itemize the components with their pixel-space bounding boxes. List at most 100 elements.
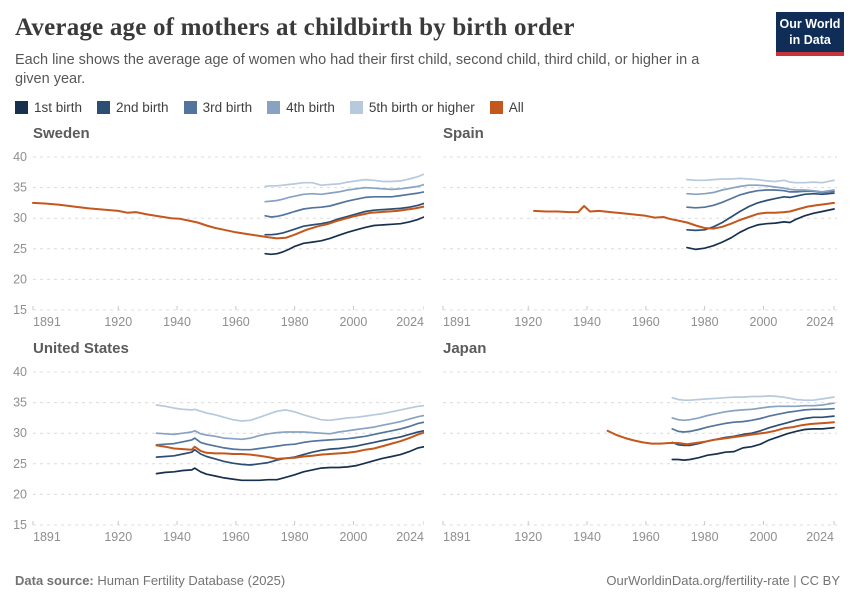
legend-label: 3rd birth bbox=[202, 100, 253, 116]
owid-logo: Our World in Data bbox=[776, 12, 844, 57]
line-2nd-birth bbox=[671, 415, 835, 447]
y-tick-label: 25 bbox=[13, 242, 27, 256]
panel-title-japan: Japan bbox=[443, 340, 487, 358]
x-tick-label: 1920 bbox=[104, 530, 132, 544]
legend-swatch bbox=[349, 101, 363, 115]
x-tick-label: 1960 bbox=[222, 315, 250, 329]
panel-sweden: Sweden 40 35 30 25 20 15 1891 1920 1940 1960 1980 2… bbox=[0, 125, 424, 332]
line-5th-birth-or-higher bbox=[671, 395, 835, 402]
line-all bbox=[32, 202, 424, 240]
x-tick-label: 1940 bbox=[163, 315, 191, 329]
data-source: Data source: Human Fertility Database (2… bbox=[15, 573, 285, 588]
legend-swatch bbox=[489, 101, 503, 115]
line-3rd-birth bbox=[155, 421, 424, 451]
x-tick-label: 1980 bbox=[281, 315, 309, 329]
legend-label: 2nd birth bbox=[116, 100, 169, 116]
line-all bbox=[155, 431, 424, 461]
x-tick-label: 2000 bbox=[750, 315, 778, 329]
legend-label: 4th birth bbox=[286, 100, 335, 116]
line-3rd-birth bbox=[686, 189, 835, 209]
line-all bbox=[606, 421, 835, 446]
line-4th-birth bbox=[155, 414, 424, 441]
owid-logo-line1: Our World bbox=[779, 17, 841, 31]
line-2nd-birth bbox=[264, 202, 424, 236]
x-tick-label: 2024 bbox=[806, 530, 834, 544]
line-3rd-birth bbox=[671, 408, 835, 434]
line-5th-birth-or-higher bbox=[155, 404, 424, 423]
panel-title-spain: Spain bbox=[443, 125, 484, 143]
legend-label: All bbox=[508, 100, 524, 116]
legend-label: 1st birth bbox=[34, 100, 83, 116]
chart-panel-japan: 1891 1920 1940 1960 1980 2000 2024 bbox=[442, 371, 837, 544]
x-tick-label: 1940 bbox=[573, 530, 601, 544]
x-tick-label: 2000 bbox=[750, 530, 778, 544]
legend-swatch bbox=[267, 101, 281, 115]
y-tick-label: 25 bbox=[13, 457, 27, 471]
panel-united-states: United States 40 35 30 25 20 15 1891 1920 1940 19… bbox=[0, 340, 424, 547]
x-tick-label: 2024 bbox=[396, 530, 424, 544]
legend-item: 2nd birth bbox=[97, 100, 169, 115]
x-tick-label: 2024 bbox=[806, 315, 834, 329]
line-1st-birth bbox=[671, 427, 835, 462]
x-tick-label: 1920 bbox=[514, 530, 542, 544]
legend-item: 1st birth bbox=[15, 100, 82, 115]
panel-japan: Japan 1891 1920 1940 1960 1980 2000 2024 bbox=[424, 340, 850, 547]
x-tick-label: 1891 bbox=[443, 315, 471, 329]
x-tick-label: 1920 bbox=[104, 315, 132, 329]
x-tick-label: 1891 bbox=[33, 530, 61, 544]
x-tick-label: 1980 bbox=[281, 530, 309, 544]
legend-item: 4th birth bbox=[267, 100, 335, 115]
data-source-text: Human Fertility Database (2025) bbox=[93, 573, 286, 588]
chart-panel-sweden: 40 35 30 25 20 15 1891 1920 1940 1960 1980 2000 2024 bbox=[13, 150, 424, 329]
line-5th-birth-or-higher bbox=[686, 177, 835, 184]
y-tick-label: 30 bbox=[13, 426, 27, 440]
footer: Data source: Human Fertility Database (2… bbox=[15, 573, 840, 588]
chart-panel-spain: 1891 1920 1940 1960 1980 2000 2024 bbox=[442, 156, 837, 329]
footer-link[interactable]: OurWorldinData.org/fertility-rate | CC B… bbox=[606, 573, 840, 588]
line-5th-birth-or-higher bbox=[264, 173, 424, 188]
y-tick-label: 20 bbox=[13, 488, 27, 502]
panel-title-sweden: Sweden bbox=[33, 125, 90, 143]
legend-label: 5th birth or higher bbox=[368, 100, 475, 116]
line-4th-birth bbox=[671, 402, 835, 422]
y-tick-label: 35 bbox=[13, 396, 27, 410]
chart-subtitle: Each line shows the average age of women… bbox=[15, 52, 700, 88]
charts-grid: Sweden 40 35 30 25 20 15 1891 1920 1940 1960 1980 2… bbox=[0, 125, 850, 547]
page-title: Average age of mothers at childbirth by … bbox=[15, 14, 575, 41]
chart-panel-united-states: 40 35 30 25 20 15 1891 1920 1940 1960 1980 2000 2024 bbox=[13, 365, 424, 544]
x-tick-label: 1960 bbox=[222, 530, 250, 544]
line-1st-birth bbox=[155, 446, 424, 482]
legend-swatch bbox=[183, 101, 197, 115]
x-tick-label: 1980 bbox=[691, 315, 719, 329]
panel-spain: Spain 1891 1920 1940 1960 1980 2000 2024 bbox=[424, 125, 850, 332]
x-tick-label: 1940 bbox=[163, 530, 191, 544]
legend-swatch bbox=[97, 101, 111, 115]
legend-item: All bbox=[489, 100, 524, 116]
line-1st-birth bbox=[686, 208, 835, 251]
line-4th-birth bbox=[264, 183, 424, 203]
legend: 1st birth 2nd birth 3rd birth 4th birth … bbox=[15, 100, 850, 115]
y-tick-label: 20 bbox=[13, 273, 27, 287]
x-tick-label: 2000 bbox=[340, 530, 368, 544]
x-tick-label: 1891 bbox=[443, 530, 471, 544]
panel-title-united-states: United States bbox=[33, 340, 129, 358]
line-2nd-birth bbox=[686, 192, 835, 232]
y-tick-label: 15 bbox=[13, 518, 27, 532]
x-tick-label: 1960 bbox=[632, 315, 660, 329]
line-all bbox=[533, 202, 835, 230]
x-tick-label: 1920 bbox=[514, 315, 542, 329]
x-tick-label: 1940 bbox=[573, 315, 601, 329]
owid-logo-line2: in Data bbox=[789, 32, 831, 47]
legend-item: 5th birth or higher bbox=[349, 100, 475, 116]
line-4th-birth bbox=[686, 184, 835, 196]
y-tick-label: 15 bbox=[13, 303, 27, 317]
line-1st-birth bbox=[264, 216, 424, 256]
y-tick-label: 30 bbox=[13, 211, 27, 225]
x-tick-label: 2024 bbox=[396, 315, 424, 329]
legend-swatch bbox=[15, 101, 28, 115]
line-3rd-birth bbox=[264, 191, 424, 219]
x-tick-label: 1891 bbox=[33, 315, 61, 329]
y-tick-label: 40 bbox=[13, 365, 27, 379]
legend-item: 3rd birth bbox=[183, 100, 253, 116]
